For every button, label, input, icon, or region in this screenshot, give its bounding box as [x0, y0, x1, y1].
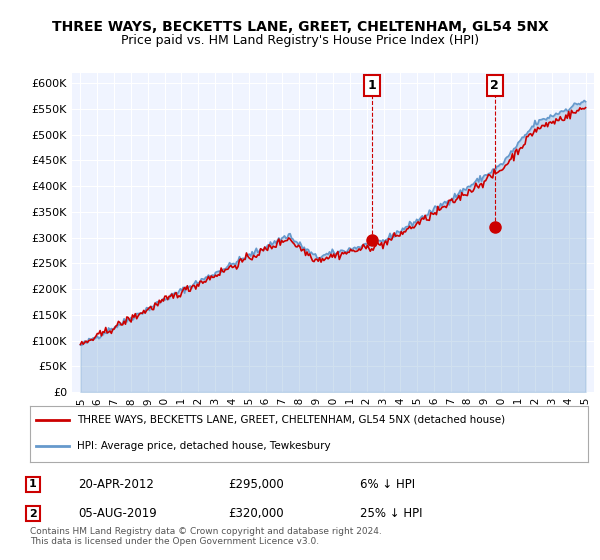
- Text: 6% ↓ HPI: 6% ↓ HPI: [360, 478, 415, 491]
- Text: THREE WAYS, BECKETTS LANE, GREET, CHELTENHAM, GL54 5NX: THREE WAYS, BECKETTS LANE, GREET, CHELTE…: [52, 20, 548, 34]
- Text: Contains HM Land Registry data © Crown copyright and database right 2024.
This d: Contains HM Land Registry data © Crown c…: [30, 526, 382, 546]
- Text: THREE WAYS, BECKETTS LANE, GREET, CHELTENHAM, GL54 5NX (detached house): THREE WAYS, BECKETTS LANE, GREET, CHELTE…: [77, 415, 506, 425]
- Text: 1: 1: [367, 79, 376, 92]
- Text: HPI: Average price, detached house, Tewkesbury: HPI: Average price, detached house, Tewk…: [77, 441, 331, 451]
- Text: £295,000: £295,000: [228, 478, 284, 491]
- Text: £320,000: £320,000: [228, 507, 284, 520]
- Text: 25% ↓ HPI: 25% ↓ HPI: [360, 507, 422, 520]
- Text: 20-APR-2012: 20-APR-2012: [78, 478, 154, 491]
- Text: 1: 1: [29, 479, 37, 489]
- Text: 2: 2: [490, 79, 499, 92]
- Text: 05-AUG-2019: 05-AUG-2019: [78, 507, 157, 520]
- Text: 2: 2: [29, 508, 37, 519]
- Text: Price paid vs. HM Land Registry's House Price Index (HPI): Price paid vs. HM Land Registry's House …: [121, 34, 479, 46]
